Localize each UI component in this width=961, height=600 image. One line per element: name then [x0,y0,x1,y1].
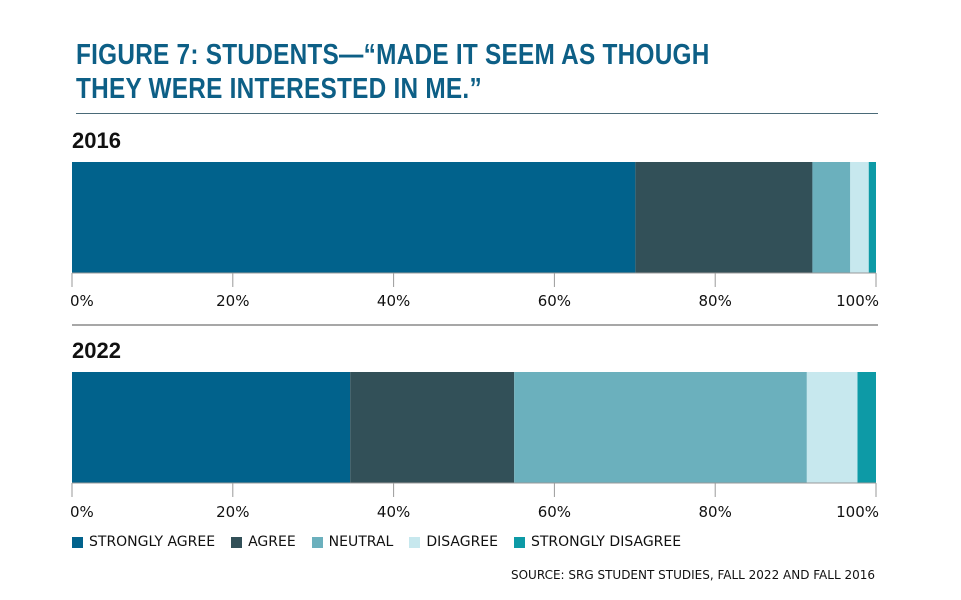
tick-label-2022: 80% [699,503,732,521]
legend-swatch [513,536,525,548]
tick-label-2022: 40% [377,503,410,521]
bar-2016-agree [635,162,813,273]
legend-item-strongly-disagree: STRONGLY DISAGREE [513,534,682,550]
legend-item-disagree: DISAGREE [409,534,498,550]
bar-2022-agree [350,372,515,483]
legend-swatch [72,536,83,548]
legend-label: DISAGREE [426,534,498,550]
legend-item-neutral: NEUTRAL [311,534,394,550]
legend-label: STRONGLY DISAGREE [530,534,682,550]
legend-swatch [231,536,243,548]
tick-label-2016: 80% [699,292,732,310]
legend-item-strongly-agree: STRONGLY AGREE [72,534,215,550]
legend-label: NEUTRAL [328,534,394,550]
bar-2022-strongly-agree [72,372,351,483]
tick-label-2022: 20% [216,503,249,521]
legend-label: STRONGLY AGREE [89,534,216,550]
bar-2016-disagree [850,162,869,273]
tick-label-2022: 100% [836,503,879,521]
tick-label-2022: 60% [538,503,571,521]
panel-2016-title: 2016 [72,128,121,153]
tick-label-2016: 40% [377,292,410,310]
bar-2022-strongly-disagree [857,372,876,483]
legend-swatch [311,536,323,548]
bar-2022-neutral [514,372,807,483]
legend-swatch [409,536,421,548]
legend: STRONGLY AGREE AGREE NEUTRAL DISAGREE STRONG… [72,534,697,550]
title-divider [76,113,878,114]
tick-label-2016: 20% [216,292,249,310]
tick-label-2016: 60% [538,292,571,310]
source-note: SOURCE: SRG STUDENT STUDIES, FALL 2022 A… [510,568,875,582]
tick-label-2016: 100% [836,292,879,310]
tick-label-2022: 0% [70,503,94,521]
chart-title: FIGURE 7: STUDENTS—“MADE IT SEEM AS THOU… [76,39,710,105]
tick-label-2016: 0% [70,292,94,310]
bar-2016-strongly-agree [72,162,636,273]
legend-label: AGREE [248,534,296,550]
bar-2022-disagree [806,372,858,483]
bar-2016-strongly-disagree [868,162,876,273]
panel-2022-title: 2022 [72,338,121,363]
bar-2016-neutral [812,162,851,273]
legend-item-agree: AGREE [231,534,296,550]
